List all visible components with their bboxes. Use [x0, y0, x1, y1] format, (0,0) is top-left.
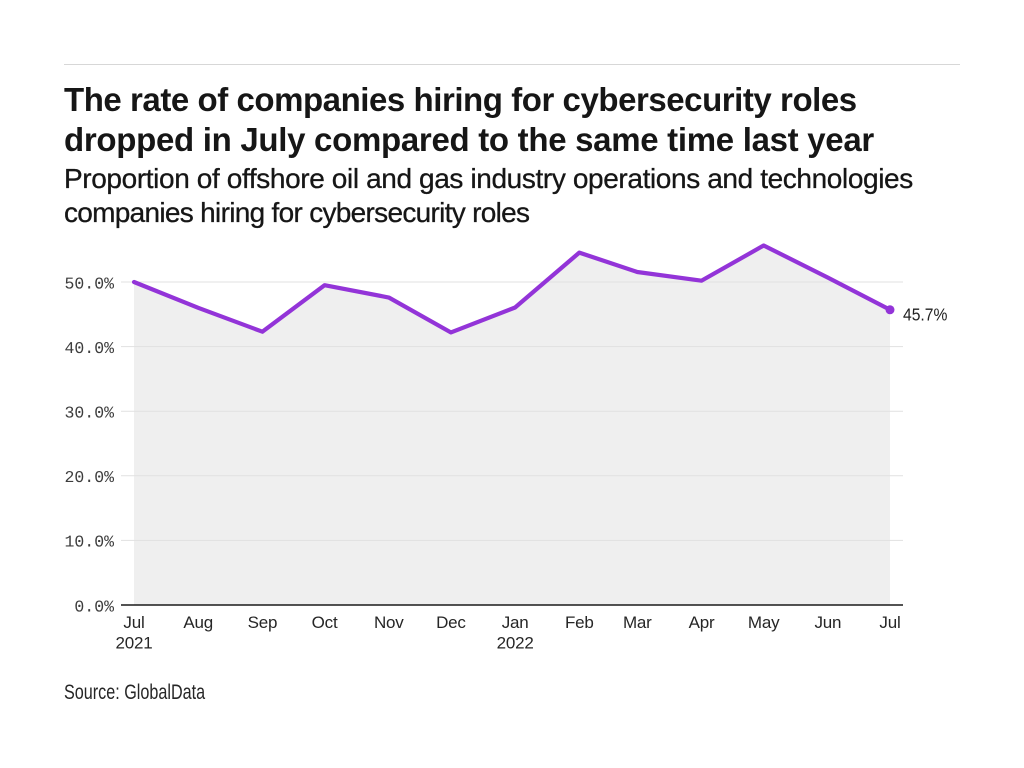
svg-text:Jul: Jul [879, 613, 900, 632]
svg-text:May: May [748, 613, 780, 632]
svg-text:Dec: Dec [436, 613, 466, 632]
svg-text:50.0%: 50.0% [64, 274, 114, 293]
svg-text:Apr: Apr [689, 613, 715, 632]
svg-text:Jan: Jan [502, 613, 529, 632]
svg-text:Nov: Nov [374, 613, 404, 632]
svg-text:2021: 2021 [115, 634, 152, 653]
svg-text:Aug: Aug [183, 613, 213, 632]
svg-text:0.0%: 0.0% [74, 597, 114, 616]
svg-text:Mar: Mar [623, 613, 652, 632]
svg-text:45.7%: 45.7% [903, 304, 947, 324]
svg-text:30.0%: 30.0% [64, 404, 114, 423]
svg-text:2022: 2022 [497, 634, 534, 653]
svg-text:10.0%: 10.0% [64, 533, 114, 552]
svg-text:20.0%: 20.0% [64, 468, 114, 487]
svg-text:Jun: Jun [814, 613, 841, 632]
svg-text:Jul: Jul [123, 613, 144, 632]
svg-text:40.0%: 40.0% [64, 339, 114, 358]
svg-text:Sep: Sep [248, 613, 278, 632]
svg-text:Oct: Oct [312, 613, 338, 632]
svg-text:Feb: Feb [565, 613, 594, 632]
